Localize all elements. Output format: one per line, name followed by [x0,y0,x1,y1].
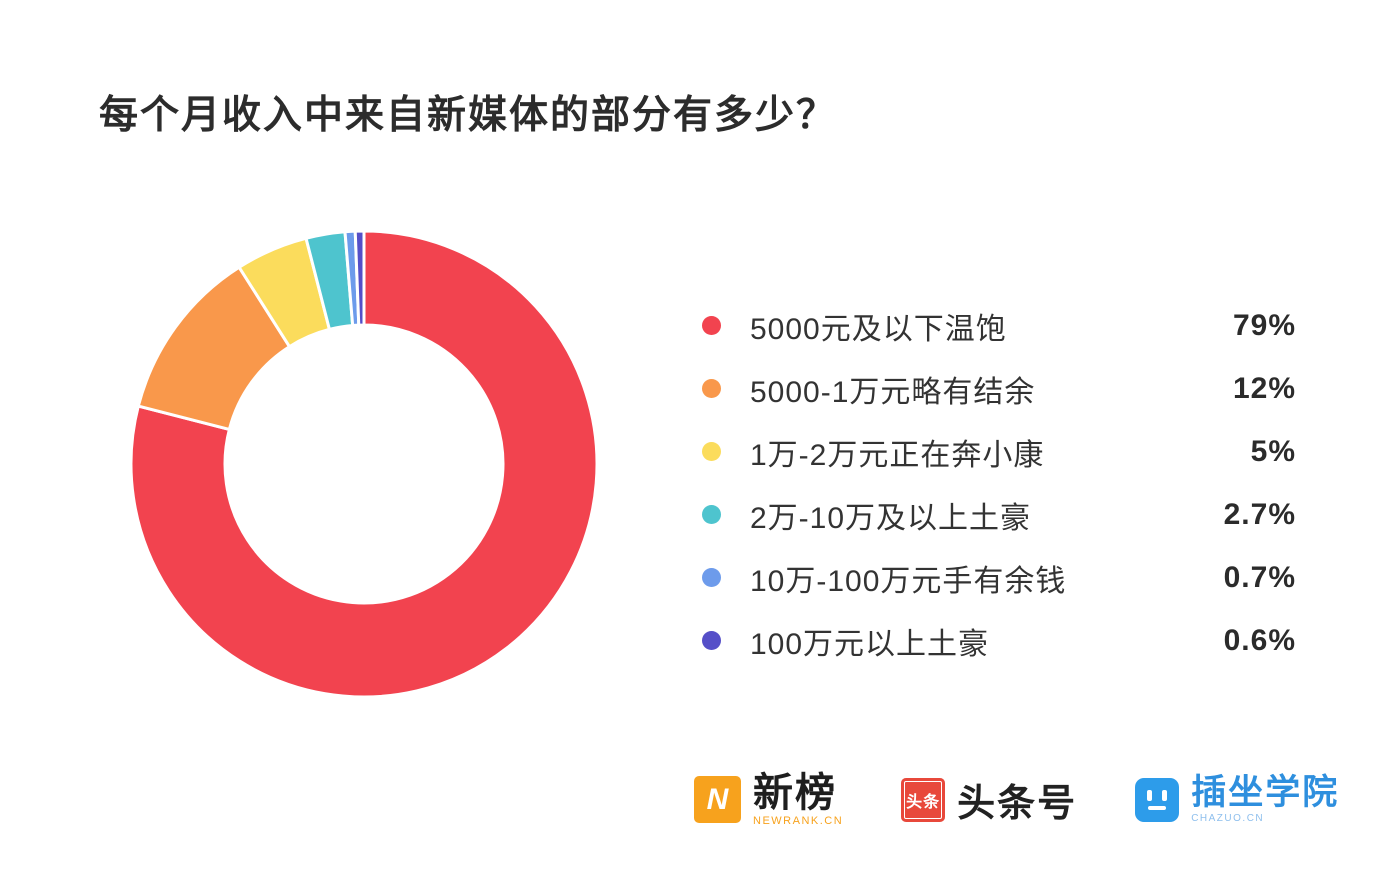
toutiao-label: 头条号 [957,783,1078,826]
donut-slice [353,229,366,327]
legend-swatch [702,316,721,335]
newrank-label: 新榜 [753,771,837,815]
legend-swatch [702,442,721,461]
chazuo-face-svg [1147,789,1168,810]
legend-item: 5000-1万元略有结余 12% [702,357,1296,420]
chazuo-logo: 插坐学院 CHAZUO.CN [1135,773,1340,824]
legend-swatch [702,568,721,587]
legend-label: 100万元以上土豪 [750,627,990,661]
legend-swatch [702,505,721,524]
legend-label: 10万-100万元手有余钱 [750,564,1067,598]
chazuo-label: 插坐学院 [1191,773,1340,813]
legend-swatch [702,379,721,398]
donut-chart [122,222,606,706]
donut-svg [129,229,599,699]
legend-label: 2万-10万及以上土豪 [750,501,1032,535]
chazuo-text: 插坐学院 CHAZUO.CN [1191,773,1340,824]
footer-logos: N 新榜 NEWRANK.CN 头条 头条号 插坐学院 CHAZUO.CN [694,772,1339,828]
chazuo-subtitle: CHAZUO.CN [1191,812,1265,824]
chazuo-face-icon [1135,777,1180,822]
toutiao-icon: 头条 [901,777,946,822]
legend-swatch [702,631,721,650]
legend-item: 1万-2万元正在奔小康 5% [702,420,1296,483]
legend-label: 1万-2万元正在奔小康 [750,438,1045,472]
page-title: 每个月收入中来自新媒体的部分有多少？ [99,94,838,137]
newrank-text: 新榜 NEWRANK.CN [753,772,843,828]
legend-value: 0.6% [1223,623,1296,657]
newrank-subtitle: NEWRANK.CN [753,815,844,827]
legend-value: 0.7% [1223,560,1296,594]
legend-label: 5000-1万元略有结余 [750,375,1036,409]
legend-value: 12% [1232,371,1296,405]
toutiao-logo: 头条 头条号 [901,772,1077,827]
legend-item: 5000元及以下温饱 79% [702,294,1296,357]
legend-value: 5% [1250,434,1296,468]
chart-legend: 5000元及以下温饱 79% 5000-1万元略有结余 12% 1万-2万元正在奔小康 5… [702,294,1296,672]
legend-item: 100万元以上土豪 0.6% [702,609,1296,672]
legend-item: 10万-100万元手有余钱 0.7% [702,546,1296,609]
legend-value: 79% [1232,308,1296,342]
legend-item: 2万-10万及以上土豪 2.7% [702,483,1296,546]
newrank-icon: N [694,776,741,824]
legend-value: 2.7% [1223,497,1296,531]
legend-label: 5000元及以下温饱 [750,312,1007,346]
newrank-logo: N 新榜 NEWRANK.CN [694,772,843,828]
donut-slice [129,229,599,699]
